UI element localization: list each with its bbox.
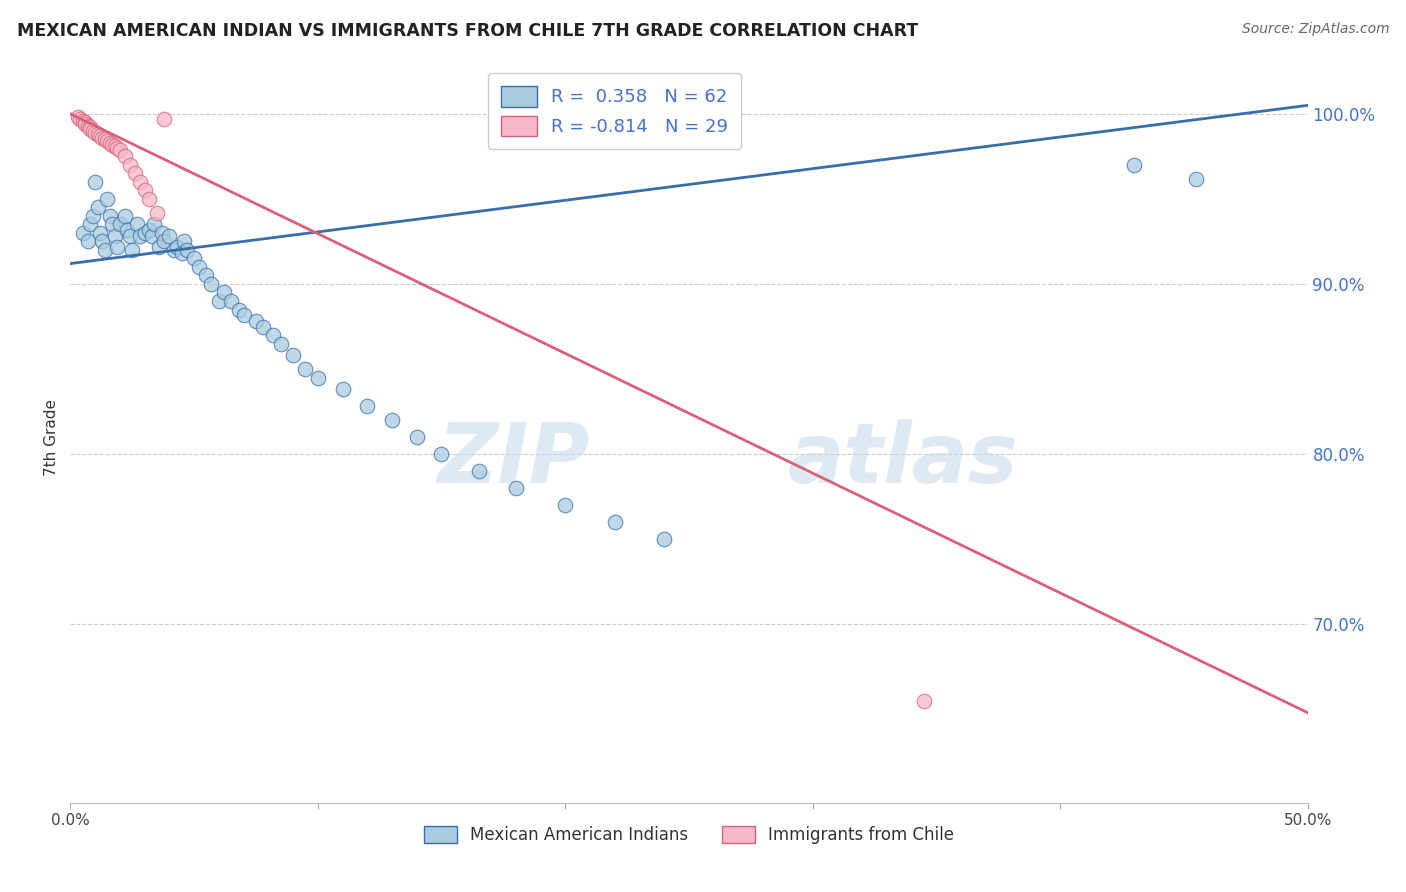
Point <box>505 481 527 495</box>
Point <box>76 235 98 249</box>
Point <box>356 400 378 414</box>
Legend: Mexican American Indians, Immigrants from Chile: Mexican American Indians, Immigrants fro… <box>413 816 965 855</box>
Point <box>148 239 170 253</box>
Text: Source: ZipAtlas.com: Source: ZipAtlas.com <box>1241 22 1389 37</box>
Point <box>146 205 169 219</box>
Point <box>157 229 180 244</box>
Point <box>91 130 114 145</box>
Point <box>128 175 150 189</box>
Point <box>118 158 141 172</box>
Point <box>332 383 354 397</box>
Point <box>183 252 205 266</box>
Point <box>66 110 89 124</box>
Point <box>163 243 186 257</box>
Point <box>79 120 101 135</box>
Point <box>84 175 107 189</box>
Point <box>91 235 114 249</box>
Point <box>89 128 111 143</box>
Point <box>86 201 108 215</box>
Point <box>98 209 121 223</box>
Point <box>228 302 250 317</box>
Point <box>79 122 101 136</box>
Point <box>114 209 136 223</box>
Point <box>108 218 131 232</box>
Point <box>405 430 427 444</box>
Point <box>104 139 127 153</box>
Point <box>912 694 935 708</box>
Point <box>141 229 163 244</box>
Point <box>150 226 173 240</box>
Point <box>84 126 107 140</box>
Point <box>281 348 304 362</box>
Point <box>86 128 108 142</box>
Point <box>153 235 176 249</box>
Point <box>188 260 211 274</box>
Point <box>94 243 117 257</box>
Point <box>101 218 124 232</box>
Point <box>128 229 150 244</box>
Point <box>114 149 136 163</box>
Point <box>252 319 274 334</box>
Point <box>105 141 128 155</box>
Point <box>603 515 626 529</box>
Point <box>262 328 284 343</box>
Point <box>232 308 254 322</box>
Point <box>76 119 98 133</box>
Point <box>652 532 675 546</box>
Point <box>134 226 156 240</box>
Point <box>430 447 453 461</box>
Point <box>1123 158 1146 172</box>
Point <box>118 229 141 244</box>
Point <box>79 218 101 232</box>
Point <box>115 222 138 236</box>
Point <box>104 229 127 244</box>
Point <box>72 113 94 128</box>
Point <box>467 464 489 478</box>
Point <box>195 268 218 283</box>
Point <box>153 112 176 126</box>
Point <box>75 117 97 131</box>
Point <box>381 413 404 427</box>
Point <box>124 166 146 180</box>
Point <box>138 222 160 236</box>
Point <box>82 209 104 223</box>
Point <box>75 115 97 129</box>
Point <box>307 370 329 384</box>
Point <box>143 218 166 232</box>
Text: ZIP: ZIP <box>437 418 591 500</box>
Point <box>134 183 156 197</box>
Text: MEXICAN AMERICAN INDIAN VS IMMIGRANTS FROM CHILE 7TH GRADE CORRELATION CHART: MEXICAN AMERICAN INDIAN VS IMMIGRANTS FR… <box>17 22 918 40</box>
Point <box>554 498 576 512</box>
Point <box>1185 171 1208 186</box>
Point <box>208 293 231 308</box>
Point <box>212 285 235 300</box>
Text: atlas: atlas <box>787 418 1018 500</box>
Point <box>82 124 104 138</box>
Point <box>294 362 316 376</box>
Point <box>170 246 193 260</box>
Point <box>176 243 198 257</box>
Point <box>72 226 94 240</box>
Point <box>270 336 292 351</box>
Point <box>105 239 128 253</box>
Point <box>108 143 131 157</box>
Point <box>121 243 143 257</box>
Point <box>166 239 188 253</box>
Point <box>219 293 242 308</box>
Point <box>96 134 118 148</box>
Point <box>127 218 149 232</box>
Y-axis label: 7th Grade: 7th Grade <box>44 399 59 475</box>
Point <box>94 132 117 146</box>
Point <box>101 137 124 152</box>
Point <box>200 277 222 291</box>
Point <box>96 192 118 206</box>
Point <box>138 192 160 206</box>
Point <box>89 226 111 240</box>
Point <box>173 235 195 249</box>
Point <box>98 136 121 150</box>
Point <box>69 112 91 126</box>
Point <box>245 314 267 328</box>
